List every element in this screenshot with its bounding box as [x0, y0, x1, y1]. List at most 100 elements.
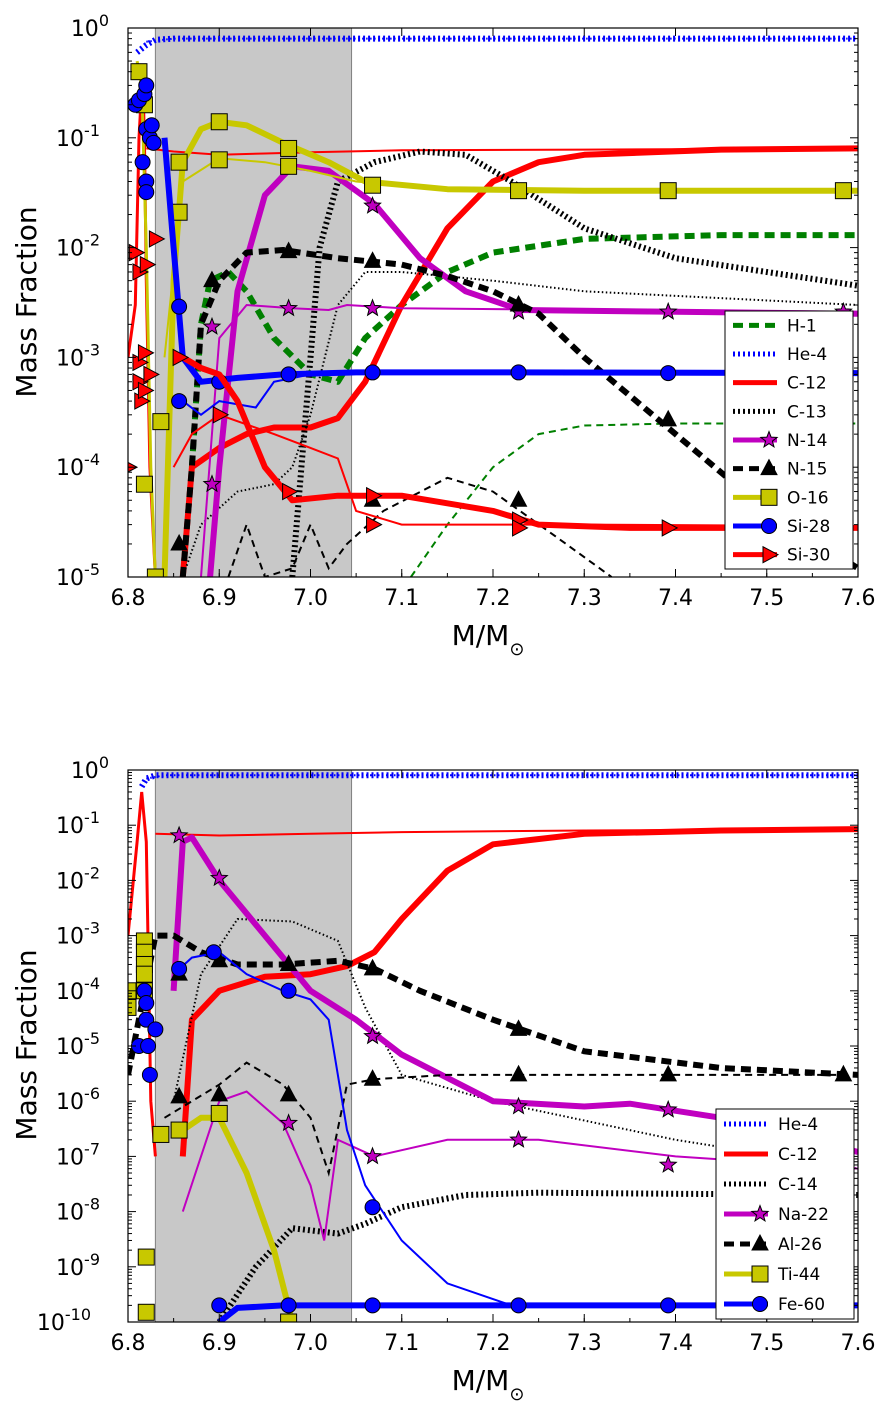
series-he-4 [139, 772, 858, 789]
data-point [366, 486, 383, 505]
data-point [364, 176, 382, 194]
spike-line [128, 791, 157, 1157]
legend-label: H-1 [787, 316, 817, 336]
y-axis-label: Mass Fraction [10, 206, 43, 397]
data-point [171, 960, 188, 977]
data-point [509, 1064, 528, 1082]
x-tick-label: 7.2 [476, 1331, 511, 1356]
series-thick-line [179, 247, 858, 577]
data-point [145, 134, 162, 151]
data-point [143, 365, 160, 384]
legend-item-si-30: Si-30 [733, 546, 830, 566]
legend-label: C-13 [787, 402, 827, 422]
y-tick-label: 100 [71, 11, 109, 42]
legend-item-h-1: H-1 [733, 316, 817, 336]
data-point [510, 1297, 527, 1314]
data-point [143, 117, 160, 134]
series-al-26 [128, 932, 858, 1177]
x-tick-label: 6.9 [202, 586, 237, 611]
data-point [661, 519, 679, 537]
y-tick-label: 10-2 [56, 863, 100, 894]
data-point [364, 1199, 381, 1216]
y-tick-label: 10-5 [56, 560, 100, 591]
series-thick-line [161, 118, 858, 577]
data-point [363, 1026, 382, 1045]
data-point [211, 1297, 228, 1314]
legend-item-he-4: He-4 [724, 1115, 818, 1135]
plot-area [128, 772, 858, 1322]
legend-label: Ti-44 [777, 1265, 820, 1285]
data-point [363, 958, 382, 976]
chart-2: 6.8 6.9 7.0 7.1 7.2 7.3 7.4 7.5 7.6 100 10-1 10-2 10… [10, 753, 876, 1403]
data-point [364, 364, 381, 381]
legend-item-o-16: O-16 [733, 488, 829, 508]
legend-marker [761, 518, 777, 534]
y-tick-label: 10-1 [56, 808, 100, 839]
series-thick-line [188, 232, 858, 468]
legend-item-c-12: C-12 [724, 1145, 818, 1165]
data-point [170, 153, 188, 171]
data-point [280, 157, 298, 175]
data-point [279, 241, 298, 259]
data-point [135, 475, 153, 493]
x-axis-label: M/M⊙ [452, 619, 525, 660]
legend-label: O-16 [787, 488, 829, 508]
data-point [509, 1129, 528, 1148]
data-point [170, 1086, 188, 1104]
legend-item-n-15: N-15 [733, 458, 827, 480]
series-fe-60 [130, 944, 858, 1322]
x-tick-label: 6.8 [111, 1331, 146, 1356]
series-thin-line [163, 1061, 858, 1177]
data-point [138, 184, 155, 201]
series-thick-line [181, 354, 858, 531]
y-tick-label: 10-1 [56, 121, 100, 152]
y-tick-label: 10-8 [56, 1195, 100, 1226]
data-point [147, 1021, 164, 1038]
y-tick-label: 10-4 [56, 450, 100, 481]
x-tick-label: 7.6 [841, 586, 876, 611]
legend-label: He-4 [778, 1115, 818, 1135]
y-tick-label: 10-3 [56, 919, 100, 950]
series-he-4 [135, 35, 858, 55]
data-point [137, 1303, 155, 1321]
data-point [137, 381, 155, 400]
x-tick-label: 7.1 [384, 586, 419, 611]
data-point [152, 413, 170, 431]
data-point [659, 409, 678, 427]
series-thick-line [217, 1302, 858, 1322]
data-point [510, 364, 527, 381]
data-point [169, 825, 189, 844]
legend-label: Na-22 [778, 1205, 829, 1225]
data-point [130, 63, 148, 81]
x-tick-label: 6.8 [111, 586, 146, 611]
series-thick-line [128, 932, 858, 1078]
y-tick-label: 10-10 [37, 1305, 91, 1336]
data-point [280, 139, 298, 157]
series-c-13 [181, 148, 858, 577]
data-point [363, 1069, 382, 1086]
series-thick-line [139, 772, 858, 789]
y-axis-label: Mass Fraction [10, 949, 43, 1140]
data-point [171, 298, 188, 315]
series-si-28 [128, 77, 858, 417]
data-point [509, 1096, 528, 1115]
data-point [660, 1297, 677, 1314]
legend-label: Fe-60 [778, 1295, 825, 1315]
series-n-15 [170, 241, 858, 577]
data-point [509, 490, 528, 507]
data-point [512, 519, 529, 537]
legend-item-he-4: He-4 [733, 345, 827, 365]
y-tick-label: 10-4 [56, 974, 100, 1005]
legend-label: C-12 [787, 374, 827, 394]
chart-1: 6.8 6.9 7.0 7.1 7.2 7.3 7.4 7.5 7.6 100 10-1 10-2 10… [10, 11, 876, 660]
data-point [363, 251, 382, 268]
legend-item-ti-44: Ti-44 [724, 1265, 820, 1285]
data-point [170, 533, 188, 551]
y-tick-label: 10-9 [56, 1250, 100, 1281]
data-point [279, 298, 299, 317]
legend-marker [752, 1296, 768, 1312]
data-point [210, 1084, 229, 1102]
data-point [137, 1248, 155, 1266]
legend-marker [760, 458, 778, 476]
data-point [834, 1064, 853, 1082]
